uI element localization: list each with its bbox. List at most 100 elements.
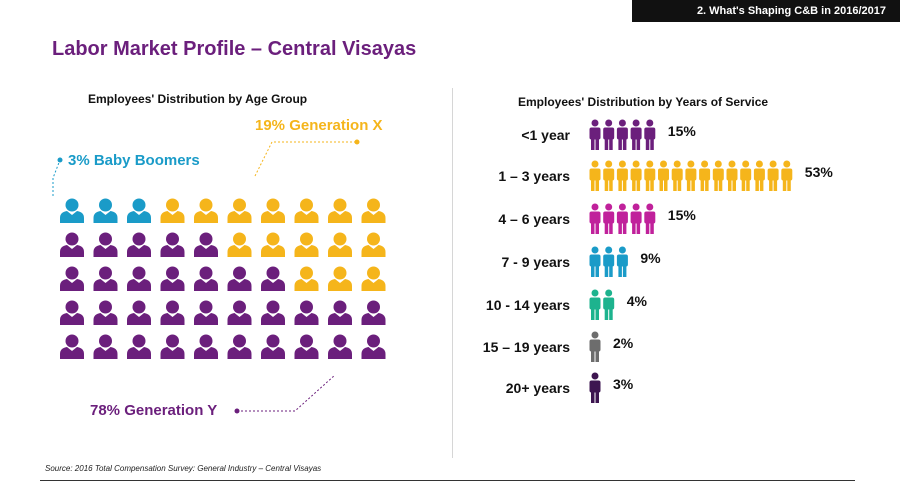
service-category-label: 7 - 9 years	[501, 254, 571, 270]
service-icon	[603, 119, 615, 150]
service-icon	[603, 246, 615, 277]
service-icon	[589, 331, 601, 362]
age-icon-generation-y	[127, 300, 151, 325]
service-icon	[671, 160, 683, 191]
age-icon-generation-x	[227, 198, 252, 223]
section-tab: 2. What's Shaping C&B in 2016/2017	[632, 0, 900, 22]
age-icon-generation-x	[261, 198, 285, 223]
age-icon-generation-y	[160, 266, 185, 291]
age-icon-generation-x	[361, 198, 386, 223]
service-category-label: 15 – 19 years	[482, 339, 570, 355]
service-icon	[630, 119, 642, 150]
age-icon-generation-x	[294, 198, 319, 223]
age-icon-generation-y	[194, 266, 218, 291]
legend-generation-x: 19% Generation X	[255, 117, 383, 134]
vertical-divider	[452, 88, 453, 458]
age-icon-generation-y	[60, 334, 84, 359]
service-icon	[699, 160, 711, 191]
age-icon-generation-y	[294, 300, 319, 325]
service-icon	[603, 160, 615, 191]
legend-generation-y: 78% Generation Y	[90, 402, 218, 419]
service-icon	[589, 246, 601, 277]
age-icon-generation-x	[361, 232, 386, 257]
service-icon	[726, 160, 738, 191]
age-icon-generation-y	[261, 266, 285, 291]
age-icon-generation-y	[60, 266, 84, 291]
callout-generation-x-dot	[354, 139, 360, 145]
service-icon	[589, 372, 601, 403]
service-chart-title: Employees' Distribution by Years of Serv…	[518, 95, 769, 109]
service-icon	[630, 203, 642, 234]
service-icon	[589, 160, 601, 191]
age-icon-generation-y	[93, 266, 118, 291]
age-icon-generation-y	[93, 334, 118, 359]
callout-lines	[52, 139, 360, 414]
age-icon-generation-y	[261, 300, 285, 325]
age-icon-generation-y	[93, 232, 118, 257]
service-icon	[603, 289, 615, 320]
callout-generation-x	[254, 141, 357, 177]
callout-generation-y-dot	[234, 408, 240, 414]
age-icon-generation-y	[328, 300, 352, 325]
service-icon	[712, 160, 724, 191]
service-category-label: 10 - 14 years	[485, 297, 570, 313]
age-icon-generation-y	[160, 232, 185, 257]
service-icon	[616, 119, 628, 150]
age-icon-generation-y	[194, 232, 218, 257]
service-icon	[644, 160, 656, 191]
bottom-rule	[40, 480, 855, 481]
service-category-label: 1 – 3 years	[498, 168, 570, 184]
service-icon	[589, 203, 601, 234]
age-icon-generation-y	[328, 334, 352, 359]
service-icon	[658, 160, 669, 191]
age-icon-generation-y	[194, 300, 218, 325]
age-icon-generation-y	[361, 300, 386, 325]
age-icon-generation-y	[127, 232, 151, 257]
service-icon	[644, 203, 656, 234]
service-icon	[644, 119, 656, 150]
callout-generation-y	[237, 374, 336, 412]
service-category-label: 4 – 6 years	[498, 211, 570, 227]
service-percent-label: 15%	[667, 207, 696, 223]
age-icon-generation-y	[60, 232, 84, 257]
service-icon	[589, 119, 601, 150]
service-category-label: <1 year	[521, 127, 570, 143]
service-icon	[603, 203, 615, 234]
age-icon-generation-x	[328, 266, 352, 291]
age-icon-baby-boomer	[60, 198, 84, 223]
age-icon-generation-y	[261, 334, 285, 359]
age-icon-generation-y	[127, 334, 151, 359]
age-icon-generation-x	[194, 198, 218, 223]
age-icon-generation-x	[328, 198, 352, 223]
age-icon-generation-x	[361, 266, 386, 291]
page-title: Labor Market Profile – Central Visayas	[52, 38, 417, 60]
age-icon-generation-y	[60, 300, 84, 325]
service-icon	[740, 160, 752, 191]
age-icon-generation-x	[294, 232, 319, 257]
age-icons	[60, 198, 386, 359]
service-category-label: 20+ years	[505, 380, 570, 396]
age-icon-generation-y	[294, 334, 319, 359]
age-icon-generation-x	[261, 232, 285, 257]
age-icon-generation-x	[227, 232, 252, 257]
callout-baby-boomers	[52, 159, 61, 196]
age-icon-baby-boomer	[127, 198, 151, 223]
service-icon	[781, 160, 793, 191]
service-icon	[616, 160, 628, 191]
service-percent-label: 15%	[667, 123, 696, 139]
source-note: Source: 2016 Total Compensation Survey: …	[45, 464, 322, 473]
age-icon-generation-y	[194, 334, 218, 359]
service-icon	[767, 160, 779, 191]
age-chart-title: Employees' Distribution by Age Group	[88, 92, 308, 106]
age-icon-generation-y	[227, 266, 252, 291]
legend-baby-boomers: 3% Baby Boomers	[68, 152, 200, 169]
age-icon-generation-y	[227, 300, 252, 325]
service-icons	[589, 119, 793, 403]
age-icon-generation-y	[93, 300, 118, 325]
age-icon-generation-y	[127, 266, 151, 291]
age-icon-generation-y	[227, 334, 252, 359]
service-percent-label: 2%	[613, 335, 634, 351]
callout-baby-boomers-dot	[57, 157, 63, 163]
age-icon-generation-x	[328, 232, 352, 257]
